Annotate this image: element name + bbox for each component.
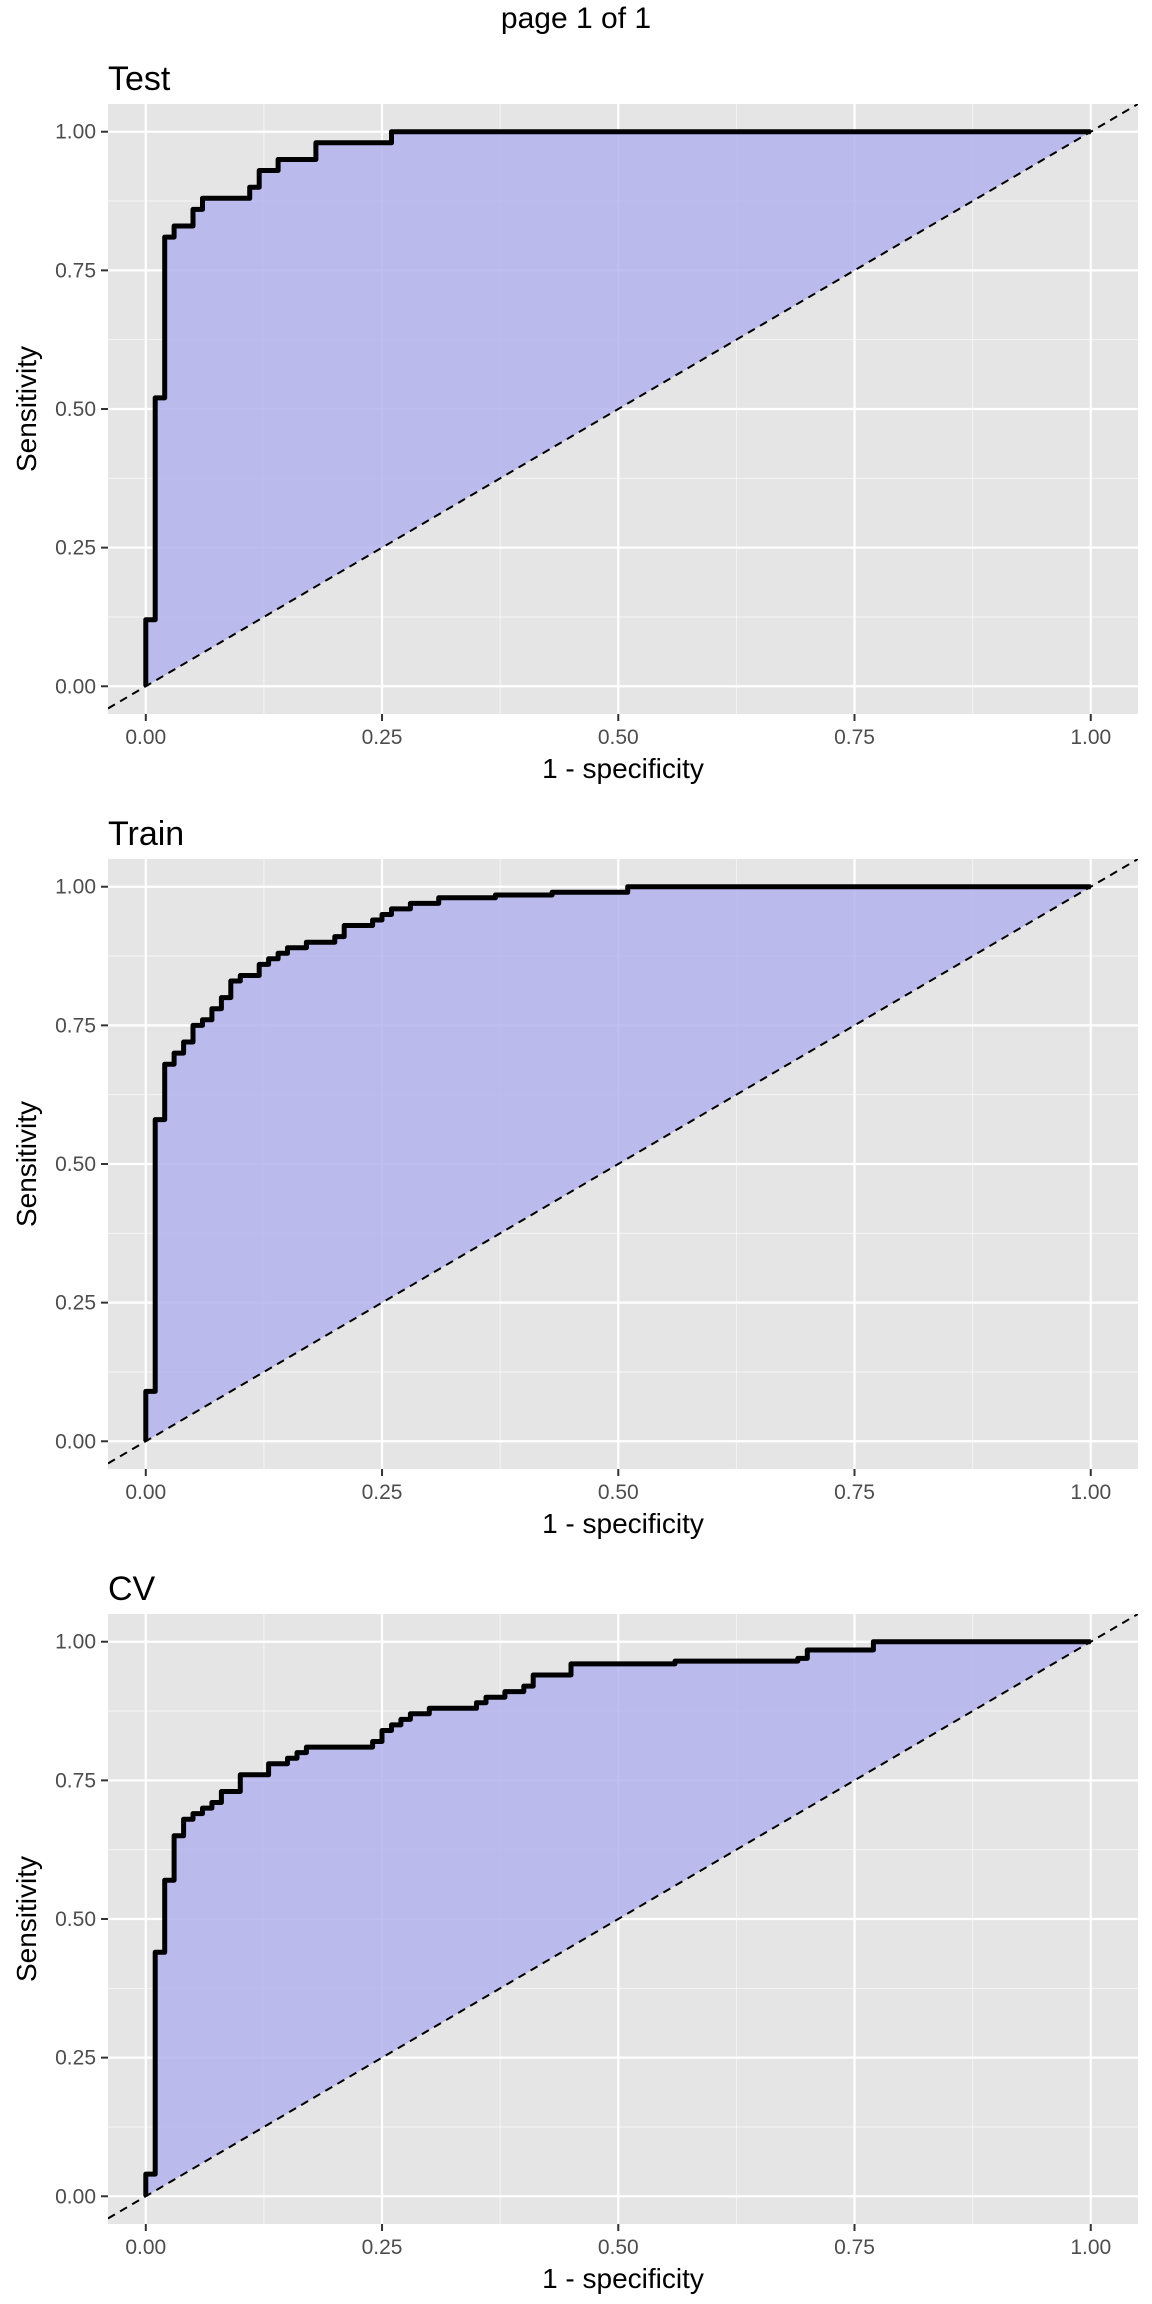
y-tick-label: 0.75: [55, 1769, 96, 1792]
y-tick-label: 0.75: [55, 259, 96, 282]
page-label: page 1 of 1: [500, 2, 652, 35]
y-axis-title: Sensitivity: [11, 1101, 42, 1227]
y-axis-title: Sensitivity: [11, 346, 42, 472]
reference-diagonal-line: [108, 1614, 1138, 2220]
reference-diagonal-line: [108, 104, 1138, 710]
x-tick-label: 0.25: [362, 2236, 403, 2259]
x-tick-label: 0.75: [834, 2236, 875, 2259]
roc-curve: [143, 884, 1091, 1442]
x-tick-label: 1.00: [1070, 2236, 1111, 2259]
panel-title: CV: [108, 1570, 156, 1608]
x-tick-label: 1.00: [1070, 726, 1111, 749]
y-tick-label: 0.25: [55, 2047, 96, 2070]
x-tick-label: 0.00: [125, 1481, 166, 1504]
y-tick-label: 0.00: [55, 2185, 96, 2208]
y-tick-label: 1.00: [55, 1631, 96, 1654]
roc-panel-cv: CV 0.00 0.25 0.50 0.75 1.00 0.00 0.25 0.50 0.75 1.…: [11, 1570, 1138, 2294]
x-tick-label: 0.50: [598, 1481, 639, 1504]
y-tick-label: 0.00: [55, 675, 96, 698]
auc-area: [145, 1641, 1091, 2197]
roc-curve: [143, 129, 1091, 687]
x-tick-label: 0.75: [834, 726, 875, 749]
roc-panel-test: Test 0.00 0.25 0.50 0.75 1.00 0.00 0.25 0.50 0.75…: [11, 60, 1138, 784]
auc-area: [145, 131, 1091, 687]
reference-diagonal-line: [108, 859, 1138, 1465]
panel-title: Train: [108, 815, 184, 853]
panel-title: Test: [108, 60, 171, 98]
x-tick-label: 1.00: [1070, 1481, 1111, 1504]
y-tick-label: 0.00: [55, 1430, 96, 1453]
y-tick-label: 0.50: [55, 1153, 96, 1176]
y-tick-label: 1.00: [55, 121, 96, 144]
y-tick-label: 1.00: [55, 876, 96, 899]
x-tick-label: 0.75: [834, 1481, 875, 1504]
y-tick-label: 0.50: [55, 398, 96, 421]
x-tick-label: 0.50: [598, 726, 639, 749]
roc-curve: [143, 1639, 1091, 2197]
y-axis-title: Sensitivity: [11, 1856, 42, 1982]
x-tick-label: 0.25: [362, 1481, 403, 1504]
x-tick-label: 0.00: [125, 726, 166, 749]
x-tick-label: 0.25: [362, 726, 403, 749]
x-axis-title: 1 - specificity: [542, 753, 704, 784]
x-axis-title: 1 - specificity: [542, 2263, 704, 2294]
y-tick-label: 0.25: [55, 1292, 96, 1315]
y-tick-label: 0.75: [55, 1014, 96, 1037]
roc-panel-train: Train 0.00 0.25 0.50 0.75 1.00 0.00 0.25 0.50 0.7…: [11, 815, 1138, 1539]
y-tick-label: 0.25: [55, 537, 96, 560]
y-tick-label: 0.50: [55, 1908, 96, 1931]
x-tick-label: 0.50: [598, 2236, 639, 2259]
x-tick-label: 0.00: [125, 2236, 166, 2259]
x-axis-title: 1 - specificity: [542, 1508, 704, 1539]
